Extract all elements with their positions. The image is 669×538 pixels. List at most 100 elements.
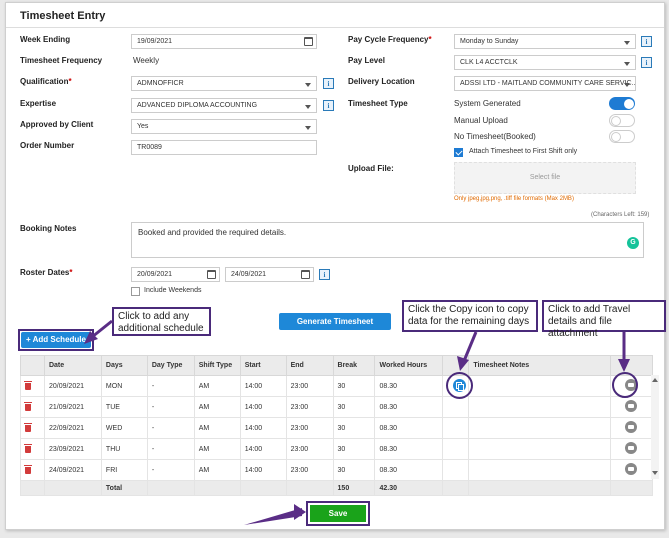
booking-notes-textarea[interactable]: Booked and provided the required details… bbox=[131, 222, 644, 258]
total-worked-hours: 42.30 bbox=[374, 480, 444, 496]
timesheet-frequency-label: Timesheet Frequency bbox=[20, 56, 103, 65]
scroll-down-icon[interactable] bbox=[652, 471, 658, 475]
upload-file-label: Upload File: bbox=[348, 164, 394, 173]
booking-notes-label: Booking Notes bbox=[20, 224, 77, 233]
include-weekends-label: Include Weekends bbox=[144, 287, 202, 294]
briefcase-icon[interactable] bbox=[625, 421, 638, 433]
week-ending-value: 19/09/2021 bbox=[137, 38, 173, 45]
toggle-knob bbox=[624, 99, 634, 109]
arrow-copy bbox=[462, 331, 478, 362]
manual-upload-label: Manual Upload bbox=[454, 116, 508, 125]
copy-icon[interactable] bbox=[453, 379, 466, 392]
characters-left: (Characters Left: 159) bbox=[591, 212, 650, 218]
arrow-head bbox=[294, 504, 306, 520]
pay-level-select[interactable]: CLK L4 ACCTCLK bbox=[454, 55, 636, 70]
info-icon[interactable]: i bbox=[323, 100, 334, 111]
delivery-location-label: Delivery Location bbox=[348, 77, 415, 86]
generate-timesheet-schedule-button[interactable]: Generate Timesheet Schedule bbox=[279, 313, 391, 343]
briefcase-icon[interactable] bbox=[625, 442, 638, 454]
roster-to-field[interactable]: 24/09/2021 bbox=[225, 267, 314, 282]
trash-icon[interactable] bbox=[24, 380, 32, 390]
roster-from-value: 20/09/2021 bbox=[137, 271, 173, 278]
column-header: Worked Hours bbox=[374, 355, 444, 376]
system-generated-toggle[interactable] bbox=[609, 97, 635, 110]
save-button[interactable]: Save bbox=[310, 505, 366, 522]
trash-icon[interactable] bbox=[24, 401, 32, 411]
attach-first-shift-label: Attach Timesheet to First Shift only bbox=[469, 148, 578, 155]
trash-icon[interactable] bbox=[24, 422, 32, 432]
expertise-label: Expertise bbox=[20, 99, 57, 108]
pay-level-label: Pay Level bbox=[348, 56, 385, 65]
scroll-up-icon[interactable] bbox=[652, 378, 658, 382]
info-icon[interactable]: i bbox=[323, 78, 334, 89]
include-weekends-checkbox[interactable] bbox=[131, 287, 140, 296]
timesheet-frequency-value: Weekly bbox=[133, 56, 160, 65]
order-number-label: Order Number bbox=[20, 141, 75, 150]
travel-highlight-ring bbox=[612, 372, 638, 398]
plus-icon: + bbox=[26, 335, 31, 344]
add-schedule-callout: Click to add any additional schedule bbox=[112, 307, 211, 336]
column-header: Start bbox=[239, 355, 287, 376]
trash-icon[interactable] bbox=[24, 443, 32, 453]
travel-callout: Click to add Travel details and file att… bbox=[542, 300, 666, 339]
total-empty-cell bbox=[442, 480, 470, 496]
timesheet-type-label: Timesheet Type bbox=[348, 99, 408, 108]
roster-to-value: 24/09/2021 bbox=[231, 271, 267, 278]
calendar-icon[interactable] bbox=[301, 270, 310, 279]
approved-by-client-select[interactable]: Yes bbox=[131, 119, 317, 134]
upload-dropzone[interactable]: Select file bbox=[454, 162, 636, 194]
info-icon[interactable]: i bbox=[319, 269, 330, 280]
expertise-select[interactable]: ADVANCED DIPLOMA ACCOUNTING bbox=[131, 98, 317, 113]
arrow-head bbox=[457, 356, 469, 371]
add-schedule-button[interactable]: + Add Schedule bbox=[21, 332, 91, 348]
total-empty-cell bbox=[146, 480, 195, 496]
order-number-input[interactable]: TR0089 bbox=[131, 140, 317, 155]
info-icon[interactable]: i bbox=[641, 36, 652, 47]
trash-icon[interactable] bbox=[24, 464, 32, 474]
grammar-assistant-icon[interactable]: G bbox=[627, 237, 639, 249]
total-empty-cell bbox=[285, 480, 334, 496]
timesheet-panel: Timesheet Entry Week Ending 19/09/2021 T… bbox=[5, 2, 666, 530]
required-mark: * bbox=[69, 268, 73, 277]
briefcase-icon[interactable] bbox=[625, 463, 638, 475]
copy-callout: Click the Copy icon to copy data for the… bbox=[402, 300, 538, 332]
delivery-location-select[interactable]: ADSSI LTD - MAITLAND COMMUNITY CARE SERV… bbox=[454, 76, 636, 91]
no-timesheet-toggle[interactable] bbox=[609, 130, 635, 143]
pay-cycle-frequency-select[interactable]: Monday to Sunday bbox=[454, 34, 636, 49]
required-mark: * bbox=[428, 35, 432, 44]
attach-first-shift-checkbox[interactable] bbox=[454, 148, 463, 157]
calendar-icon[interactable] bbox=[304, 37, 313, 46]
table-row: 22/09/2021 WED - AM 14:00 23:00 30 08.30 bbox=[20, 417, 654, 439]
arrow-head bbox=[618, 359, 630, 372]
system-generated-label: System Generated bbox=[454, 99, 521, 108]
qualification-label: Qualification* bbox=[20, 77, 72, 86]
required-mark: * bbox=[68, 77, 72, 86]
roster-from-field[interactable]: 20/09/2021 bbox=[131, 267, 220, 282]
total-empty-cell bbox=[239, 480, 287, 496]
approved-by-client-label: Approved by Client bbox=[20, 120, 94, 129]
arrow-save bbox=[244, 508, 302, 525]
upload-hint: Only jpeg,jpg,png, .tiff file formats (M… bbox=[454, 196, 574, 202]
manual-upload-toggle[interactable] bbox=[609, 114, 635, 127]
column-header: Shift Type bbox=[193, 355, 241, 376]
week-ending-field[interactable]: 19/09/2021 bbox=[131, 34, 317, 49]
toggle-knob bbox=[611, 132, 621, 142]
table-scrollbar[interactable] bbox=[651, 375, 659, 479]
booking-notes-text: Booked and provided the required details… bbox=[138, 228, 287, 237]
qualification-label-text: Qualification bbox=[20, 77, 69, 86]
toggle-knob bbox=[611, 116, 621, 126]
roster-dates-label: Roster Dates* bbox=[20, 268, 72, 277]
pay-cycle-frequency-label-text: Pay Cycle Frequency bbox=[348, 35, 429, 44]
table-row: 23/09/2021 THU - AM 14:00 23:00 30 08.30 bbox=[20, 438, 654, 460]
no-timesheet-label: No Timesheet(Booked) bbox=[454, 132, 536, 141]
total-empty-cell bbox=[468, 480, 611, 496]
qualification-select[interactable]: ADMNOFFICR bbox=[131, 76, 317, 91]
save-highlight bbox=[306, 501, 370, 526]
info-icon[interactable]: i bbox=[641, 57, 652, 68]
calendar-icon[interactable] bbox=[207, 270, 216, 279]
briefcase-icon[interactable] bbox=[625, 400, 638, 412]
arrow-head bbox=[84, 331, 98, 344]
select-file-button[interactable]: Select file bbox=[529, 174, 561, 181]
total-empty-cell bbox=[20, 480, 45, 496]
add-schedule-label: Add Schedule bbox=[32, 335, 86, 344]
